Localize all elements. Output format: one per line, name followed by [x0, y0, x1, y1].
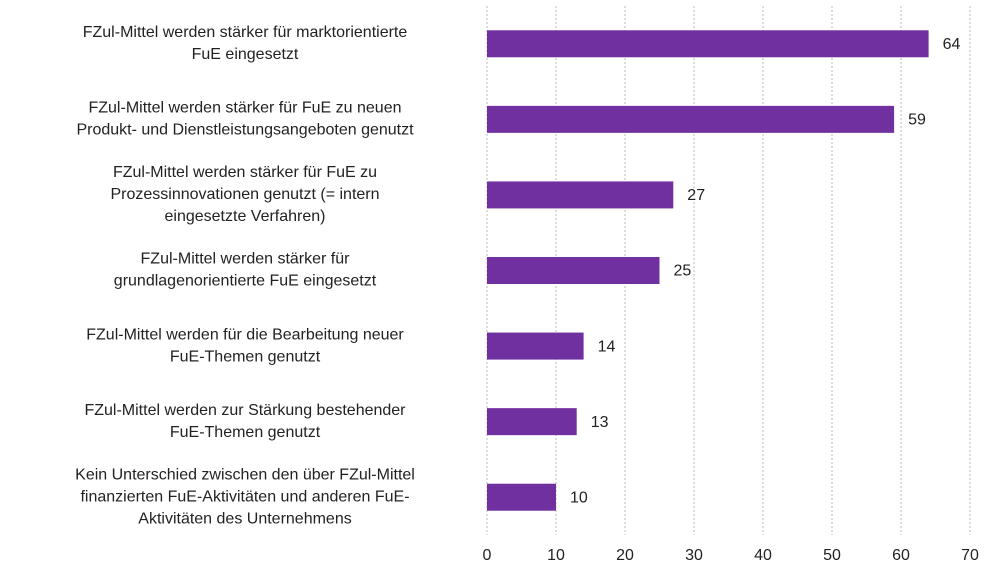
bar: [487, 257, 660, 284]
category-label: eingesetzte Verfahren): [165, 208, 326, 225]
category-label: finanzierten FuE-Aktivitäten und anderen…: [80, 488, 409, 505]
x-tick-label: 0: [483, 547, 492, 564]
value-label: 64: [943, 36, 961, 53]
bar: [487, 483, 556, 511]
category-label: FuE-Themen genutzt: [170, 424, 321, 441]
x-tick-label: 40: [754, 547, 772, 564]
value-label: 25: [674, 263, 692, 280]
value-label: 59: [908, 112, 926, 129]
value-label: 14: [598, 338, 616, 355]
category-label: Prozessinnovationen genutzt (= intern: [110, 186, 379, 203]
category-label: Aktivitäten des Unternehmens: [138, 510, 351, 527]
bar: [487, 408, 577, 436]
value-label: 27: [687, 187, 705, 204]
bar: [487, 30, 929, 58]
category-label: FZul-Mittel werden stärker für marktorie…: [83, 24, 408, 41]
category-label: FuE eingesetzt: [192, 46, 299, 63]
bar: [487, 332, 584, 360]
value-label: 10: [570, 489, 588, 506]
category-label: Kein Unterschied zwischen den über FZul-…: [75, 466, 415, 483]
category-label: FuE-Themen genutzt: [170, 348, 321, 365]
x-tick-label: 50: [823, 547, 841, 564]
category-label: FZul-Mittel werden zur Stärkung bestehen…: [84, 402, 406, 419]
x-tick-label: 10: [547, 547, 565, 564]
x-tick-label: 60: [892, 547, 910, 564]
x-tick-label: 70: [961, 547, 979, 564]
bar: [487, 105, 895, 133]
category-label: grundlagenorientierte FuE eingesetzt: [114, 273, 377, 290]
value-label: 13: [591, 414, 609, 431]
category-label: FZul-Mittel werden stärker für: [141, 251, 351, 268]
x-tick-label: 30: [685, 547, 703, 564]
category-label: Produkt- und Dienstleistungsangeboten ge…: [76, 122, 414, 139]
category-label: FZul-Mittel werden für die Bearbeitung n…: [86, 326, 404, 343]
x-tick-label: 20: [616, 547, 634, 564]
category-label: FZul-Mittel werden stärker für FuE zu: [113, 164, 377, 181]
bar: [487, 181, 674, 209]
category-label: FZul-Mittel werden stärker für FuE zu ne…: [88, 100, 401, 117]
